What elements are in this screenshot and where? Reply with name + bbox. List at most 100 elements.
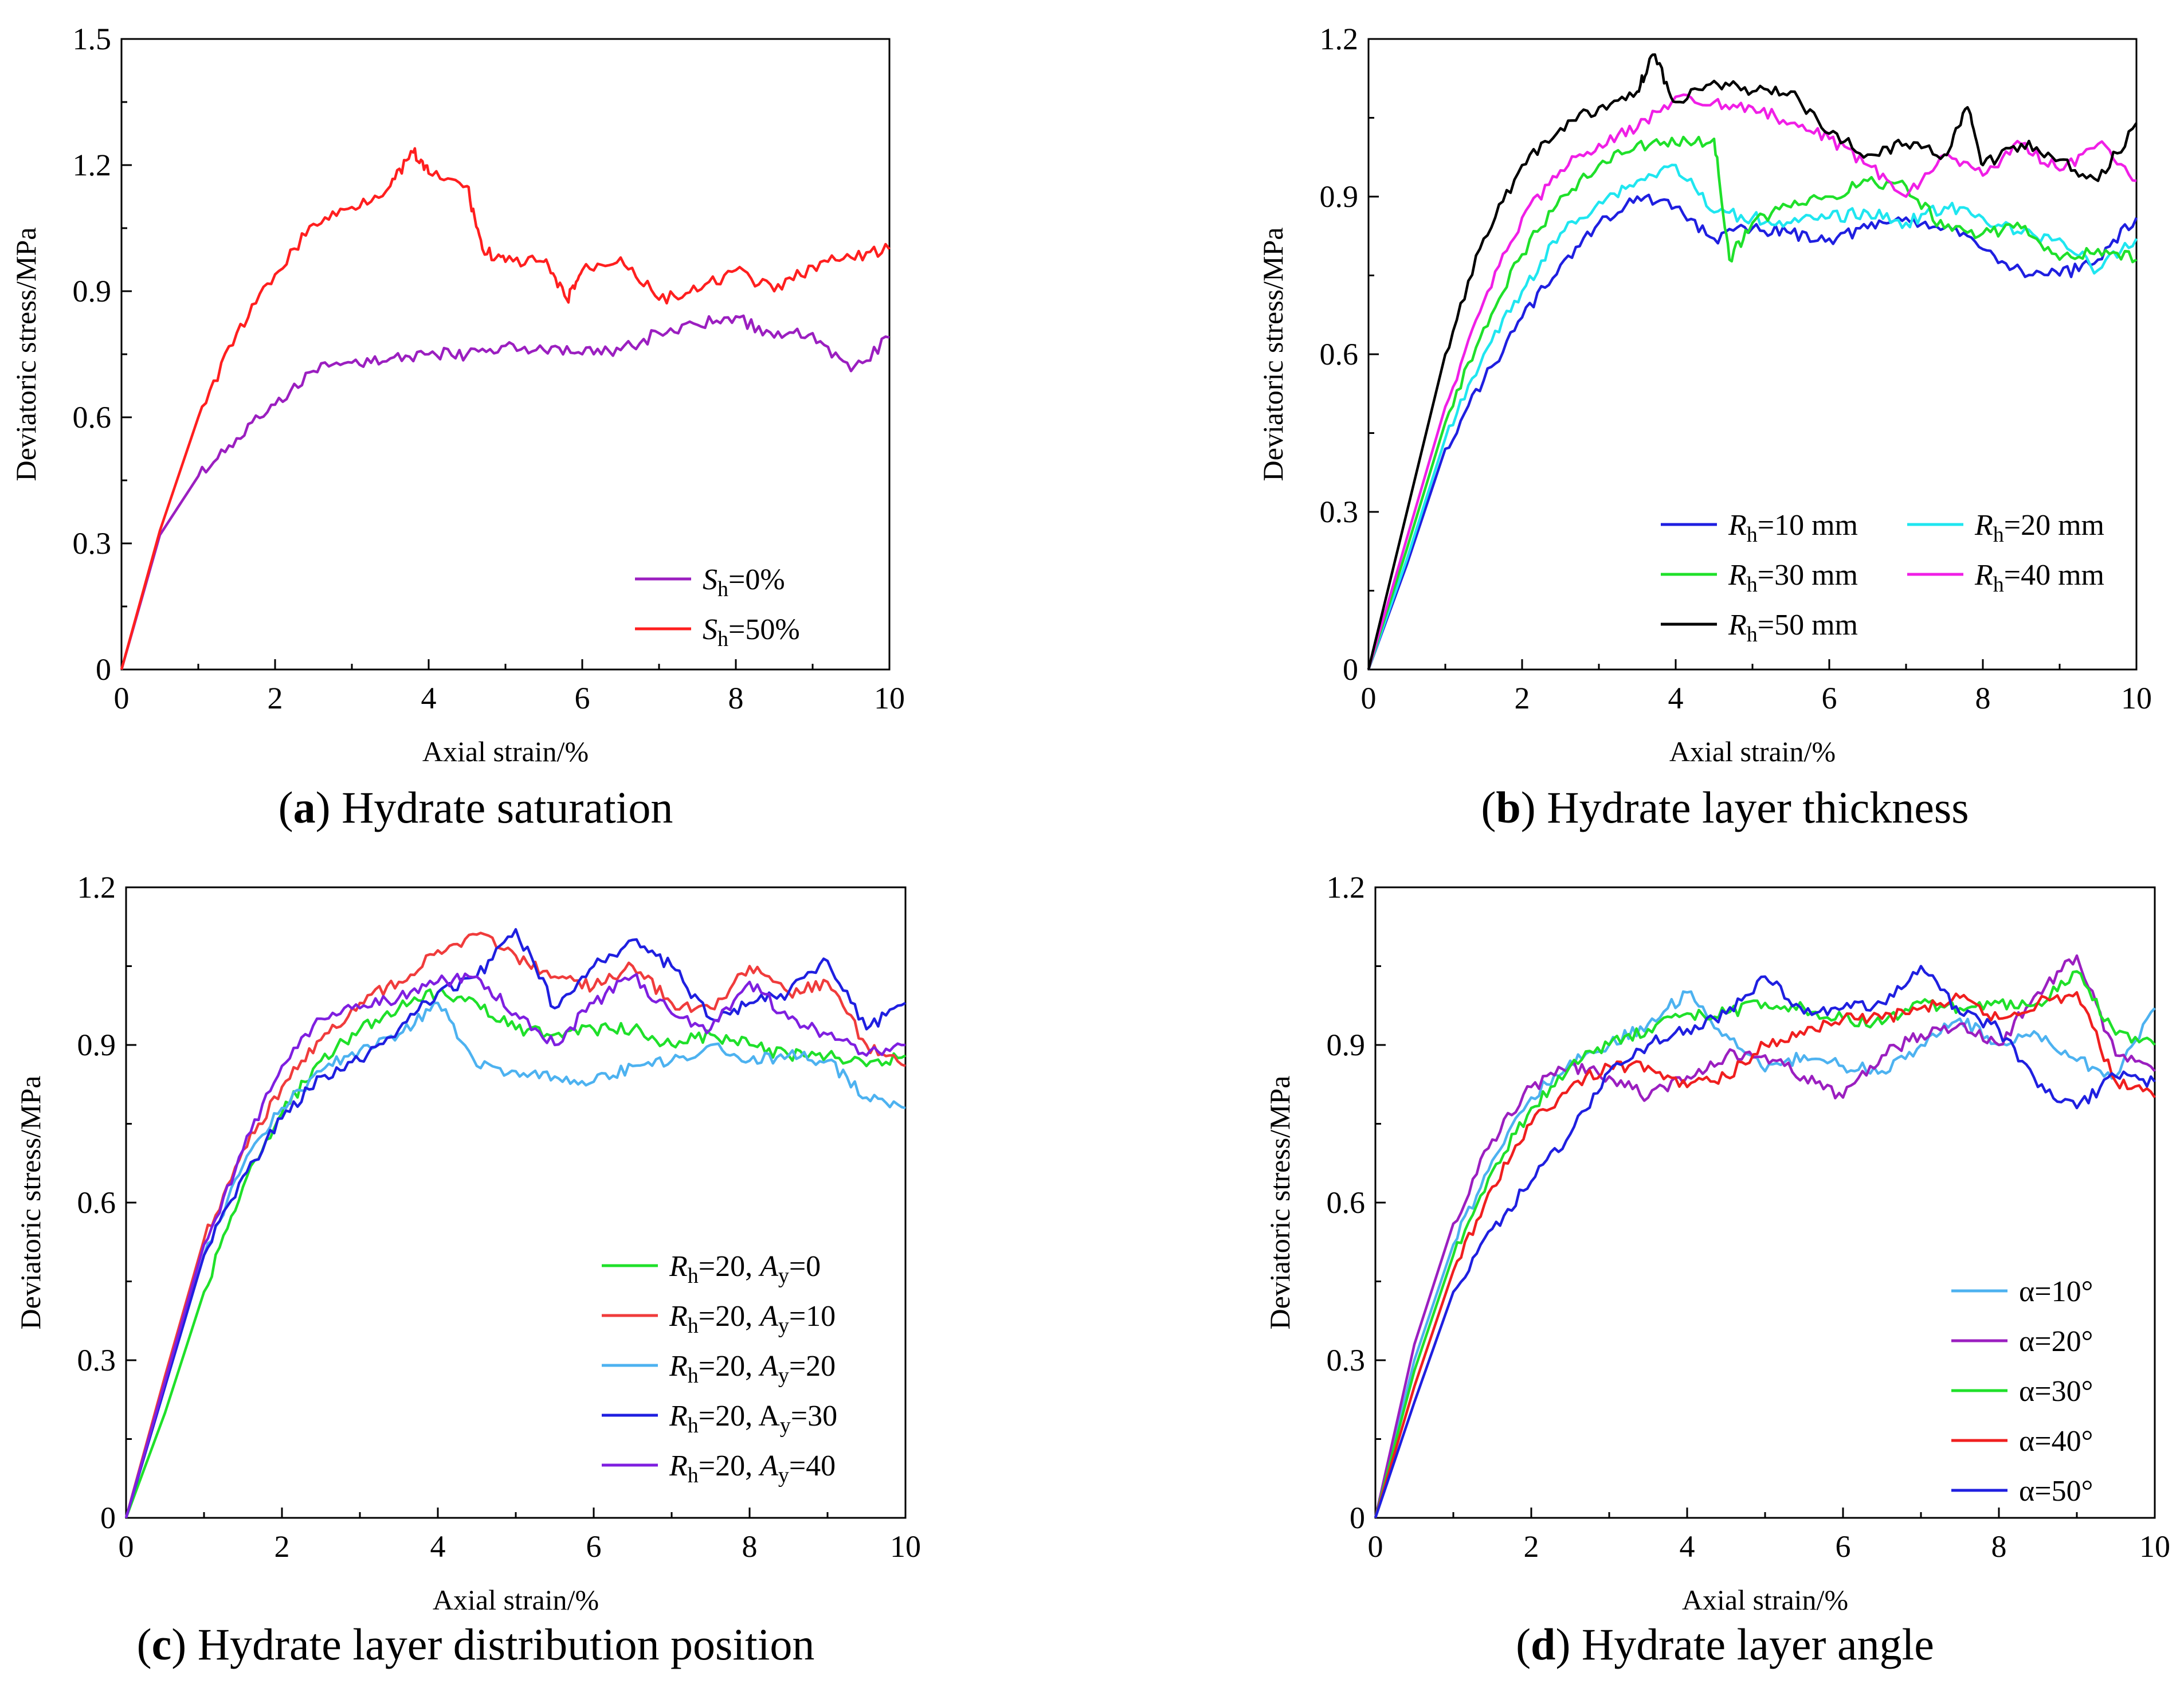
- legend-label: Rh=50 mm: [1728, 609, 1858, 647]
- caption-paren: (: [279, 782, 293, 832]
- legend-label: Sh=0%: [703, 563, 785, 601]
- x-tick-label: 4: [421, 681, 437, 715]
- series-line: [124, 928, 907, 1518]
- legend-label: Rh=10 mm: [1728, 509, 1858, 547]
- y-tick-label: 1.2: [73, 148, 112, 182]
- legend-label: Rh=30 mm: [1728, 559, 1858, 597]
- legend-text: =20,: [699, 1300, 760, 1333]
- x-tick-label: 8: [728, 681, 744, 715]
- x-tick-label: 2: [275, 1529, 290, 1564]
- legend-text: =40: [789, 1450, 836, 1482]
- legend-var: R: [669, 1450, 688, 1482]
- y-tick-label: 0.9: [77, 1028, 116, 1062]
- legend-var: A: [758, 1300, 778, 1333]
- y-tick-label: 0.6: [1327, 1185, 1366, 1220]
- legend-sub: h: [717, 577, 728, 601]
- y-axis-label: Deviatoric stress/MPa: [1264, 1076, 1296, 1330]
- legend-label: Rh=40 mm: [1974, 559, 2104, 597]
- legend-text: =30: [791, 1400, 837, 1432]
- x-tick-label: 6: [575, 681, 590, 715]
- legend-label: α=50°: [2019, 1475, 2093, 1508]
- legend-text: =0: [789, 1250, 821, 1283]
- legend-text: α=30°: [2019, 1375, 2093, 1408]
- series-line: [120, 147, 891, 670]
- x-tick-label: 8: [742, 1529, 758, 1564]
- legend-sub: h: [1747, 523, 1758, 547]
- x-tick-label: 4: [430, 1529, 446, 1564]
- x-tick-label: 0: [119, 1529, 134, 1564]
- legend-label: Sh=50%: [703, 613, 800, 651]
- legend-sub: h: [1993, 523, 2004, 547]
- legend-text: α=40°: [2019, 1425, 2093, 1458]
- x-tick-label: 0: [1368, 1529, 1383, 1564]
- x-tick-label: 0: [114, 681, 130, 715]
- x-tick-label: 8: [1975, 681, 1991, 715]
- series-line: [120, 314, 890, 670]
- legend-label: Rh=20, Ay=0: [669, 1250, 821, 1288]
- series-line: [1374, 970, 2156, 1518]
- legend-text: =20,: [699, 1350, 760, 1383]
- x-tick-label: 2: [268, 681, 283, 715]
- caption-letter: d: [1531, 1619, 1555, 1669]
- legend-text: =20: [789, 1350, 836, 1383]
- legend-sub: y: [778, 1364, 789, 1388]
- legend-var: S: [703, 613, 717, 646]
- legend-var: R: [1728, 509, 1747, 542]
- caption-title: ) Hydrate layer distribution position: [171, 1619, 814, 1669]
- caption-title: ) Hydrate saturation: [316, 782, 673, 832]
- caption-paren: (: [1481, 782, 1496, 832]
- legend-sub: h: [688, 1463, 699, 1487]
- legend-var: R: [669, 1300, 688, 1333]
- x-axis-label: Axial strain/%: [1682, 1584, 1848, 1616]
- x-tick-label: 10: [2139, 1529, 2170, 1564]
- panel-c: 0 2 4 6 8 10 0 0.3 0.6 0.9 1.2 Axial strain/% Deviat…: [14, 870, 921, 1669]
- legend-sub: y: [780, 1414, 791, 1438]
- y-tick-label: 0.3: [73, 526, 112, 561]
- legend-var: R: [1974, 509, 1993, 542]
- y-tick-label: 0: [96, 652, 111, 687]
- y-tick-label: 1.2: [77, 870, 116, 905]
- legend-sub: h: [688, 1414, 699, 1438]
- y-tick-label: 0.6: [77, 1185, 116, 1220]
- legend-var: R: [1728, 559, 1747, 592]
- x-tick-label: 10: [2121, 681, 2152, 715]
- legend-sub: h: [688, 1364, 699, 1388]
- legend-label: Rh=20, Ay=40: [669, 1450, 836, 1487]
- legend-sub: h: [688, 1314, 699, 1338]
- series-line: [1367, 53, 2138, 670]
- legend-text: =20,: [699, 1250, 760, 1283]
- legend-text: α=50°: [2019, 1475, 2093, 1508]
- x-tick-label: 10: [890, 1529, 921, 1564]
- legend-var: A: [758, 1450, 778, 1482]
- panel-d: 0 2 4 6 8 10 0 0.3 0.6 0.9 1.2 Axial strain/% Deviat…: [1264, 870, 2170, 1669]
- legend-label: Rh=20, Ay=10: [669, 1300, 836, 1338]
- caption-paren: (: [1516, 1619, 1531, 1669]
- x-axis-label: Axial strain/%: [422, 735, 589, 768]
- panel-caption: (d) Hydrate layer angle: [1516, 1619, 1934, 1669]
- y-tick-label: 0: [1343, 652, 1358, 687]
- x-tick-label: 6: [1836, 1529, 1851, 1564]
- legend-sub: h: [1747, 623, 1758, 647]
- legend-text: =20,: [699, 1450, 760, 1482]
- x-tick-label: 2: [1524, 1529, 1539, 1564]
- caption-letter: b: [1496, 782, 1520, 832]
- legend-text: =50%: [728, 613, 800, 646]
- y-axis-label: Deviatoric stress/MPa: [14, 1076, 46, 1330]
- legend-var: R: [1974, 559, 1993, 592]
- legend-sub: y: [778, 1463, 789, 1487]
- legend-label: Rh=20, Ay=30: [669, 1400, 837, 1438]
- series-line: [1367, 193, 2138, 670]
- legend-sub: h: [717, 627, 728, 651]
- y-tick-label: 0.3: [1320, 495, 1359, 529]
- panel-caption: (a) Hydrate saturation: [279, 782, 673, 832]
- y-tick-label: 0.3: [1327, 1343, 1366, 1377]
- caption-paren: (: [137, 1619, 152, 1669]
- series-line: [1374, 954, 2156, 1518]
- panel-a: 0 2 4 6 8 10 0 0.3 0.6 0.9 1.2 1.5 Axial strain/% Dev…: [10, 22, 905, 832]
- legend-sub: h: [1747, 573, 1758, 597]
- x-tick-label: 8: [1991, 1529, 2007, 1564]
- plot-frame: [1374, 886, 2156, 1519]
- legend-text: =20 mm: [2004, 509, 2104, 542]
- legend-label: α=10°: [2019, 1275, 2093, 1308]
